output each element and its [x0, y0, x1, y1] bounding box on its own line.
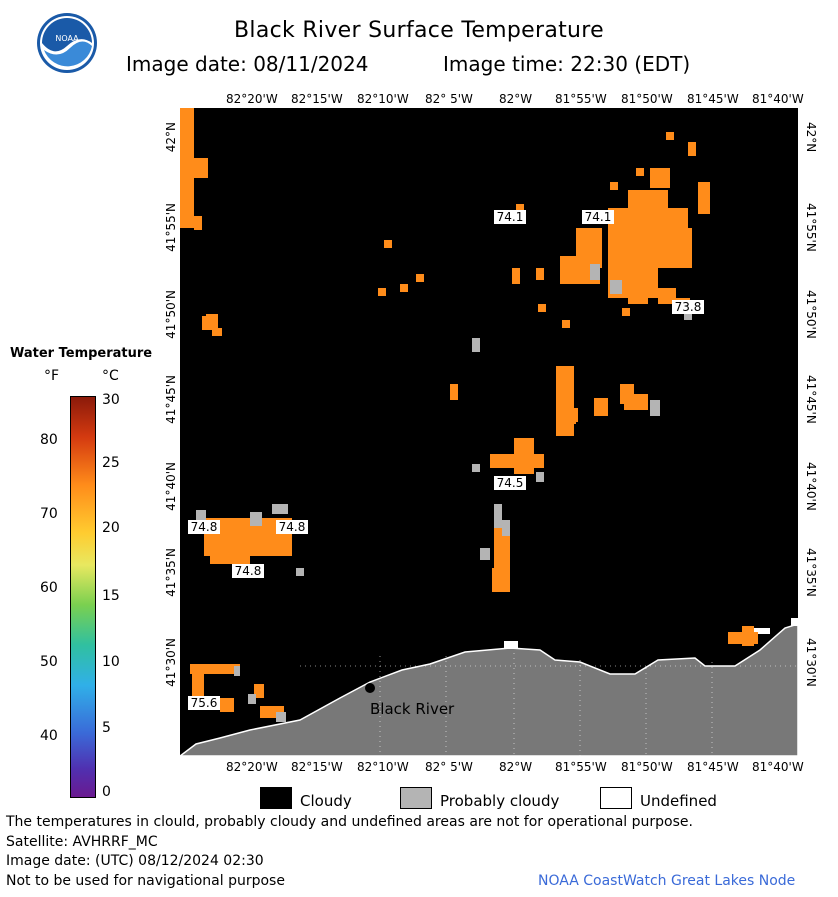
credit-link[interactable]: NOAA CoastWatch Great Lakes Node	[538, 873, 796, 889]
scale-f-tick: 50	[40, 654, 58, 670]
temp-label: 73.8	[675, 300, 702, 314]
probably-cloudy-patches	[196, 264, 692, 722]
lon-label-bottom: 81°45'W	[687, 760, 739, 774]
scale-f-tick: 80	[40, 432, 58, 448]
scale-c-tick: 5	[102, 720, 111, 736]
lon-label-top: 81°55'W	[555, 92, 607, 106]
temp-label: 74.8	[235, 564, 262, 578]
undefined-area	[750, 628, 770, 634]
lon-label-bottom: 81°40'W	[752, 760, 804, 774]
lat-label-left: 41°35'N	[164, 548, 178, 597]
land-area	[177, 622, 799, 757]
satellite-text: Satellite: AVHRRF_MC	[6, 834, 158, 850]
lat-label-right: 41°40'N	[804, 462, 818, 511]
lat-label-right: 41°50'N	[804, 290, 818, 339]
lat-label-left: 42°N	[164, 122, 178, 153]
page-title: Black River Surface Temperature	[234, 18, 604, 43]
lat-label-right: 41°30'N	[804, 638, 818, 687]
undefined-area	[791, 618, 798, 626]
warm-water-patches	[180, 108, 758, 718]
legend-swatch-probably-cloudy	[400, 787, 432, 809]
lat-label-right: 41°55'N	[804, 203, 818, 252]
lon-label-bottom: 81°55'W	[555, 760, 607, 774]
scale-c-tick: 0	[102, 784, 111, 800]
temp-label: 74.5	[497, 476, 524, 490]
scale-unit-c: °C	[102, 368, 119, 384]
scale-f-tick: 40	[40, 728, 58, 744]
lat-label-left: 41°40'N	[164, 462, 178, 511]
lat-label-right: 41°45'N	[804, 375, 818, 424]
lon-label-top: 82°15'W	[291, 92, 343, 106]
scale-c-tick: 10	[102, 654, 120, 670]
scale-c-tick: 20	[102, 520, 120, 536]
scale-f-tick: 70	[40, 506, 58, 522]
scale-c-tick: 25	[102, 455, 120, 471]
graticule	[300, 648, 798, 756]
black-river-marker	[365, 683, 375, 693]
image-time: Image time: 22:30 (EDT)	[443, 52, 691, 76]
map-canvas: Black River 74.1 74.1 73.8 74.5 74.8 74.…	[177, 108, 799, 757]
lon-label-bottom: 81°50'W	[621, 760, 673, 774]
lon-label-bottom: 82°15'W	[291, 760, 343, 774]
scale-c-tick: 15	[102, 588, 120, 604]
scale-unit-f: °F	[44, 368, 60, 384]
nav-warning-text: Not to be used for navigational purpose	[6, 873, 285, 889]
disclaimer-text: The temperatures in clould, probably clo…	[6, 814, 693, 830]
temp-label: 74.1	[497, 210, 524, 224]
lon-label-top: 82°20'W	[226, 92, 278, 106]
lon-label-top: 82° 5'W	[425, 92, 473, 106]
undefined-area	[504, 641, 518, 649]
lat-label-left: 41°30'N	[164, 638, 178, 687]
legend-label-probably-cloudy: Probably cloudy	[440, 792, 560, 810]
lon-label-top: 81°40'W	[752, 92, 804, 106]
scale-title: Water Temperature	[10, 346, 153, 361]
image-date: Image date: 08/11/2024	[126, 52, 369, 76]
legend-swatch-undefined	[600, 787, 632, 809]
cloud-cover	[180, 108, 798, 756]
svg-text:NOAA: NOAA	[55, 34, 79, 43]
temp-label: 74.8	[279, 520, 306, 534]
lon-label-bottom: 82° 5'W	[425, 760, 473, 774]
legend-swatch-cloudy	[260, 787, 292, 809]
lon-label-top: 82°W	[499, 92, 533, 106]
lat-label-left: 41°50'N	[164, 290, 178, 339]
lat-label-right: 41°35'N	[804, 548, 818, 597]
scale-c-tick: 30	[102, 392, 120, 408]
temperature-map: Black River 74.1 74.1 73.8 74.5 74.8 74.…	[177, 108, 799, 757]
lon-label-bottom: 82°10'W	[357, 760, 409, 774]
place-label: Black River	[370, 700, 455, 718]
temp-label: 74.8	[191, 520, 218, 534]
lon-label-top: 81°50'W	[621, 92, 673, 106]
legend-label-undefined: Undefined	[640, 792, 717, 810]
scale-f-tick: 60	[40, 580, 58, 596]
noaa-logo: NOAA	[36, 12, 98, 74]
lon-label-bottom: 82°W	[499, 760, 533, 774]
legend-label-cloudy: Cloudy	[300, 792, 352, 810]
utc-date-text: Image date: (UTC) 08/12/2024 02:30	[6, 853, 264, 869]
lon-label-top: 82°10'W	[357, 92, 409, 106]
lon-label-top: 81°45'W	[687, 92, 739, 106]
lon-label-bottom: 82°20'W	[226, 760, 278, 774]
lat-label-left: 41°55'N	[164, 203, 178, 252]
lat-label-left: 41°45'N	[164, 375, 178, 424]
lat-label-right: 42°N	[804, 122, 818, 153]
temp-label: 75.6	[191, 696, 218, 710]
temp-label: 74.1	[585, 210, 612, 224]
color-scale-bar	[70, 396, 96, 798]
